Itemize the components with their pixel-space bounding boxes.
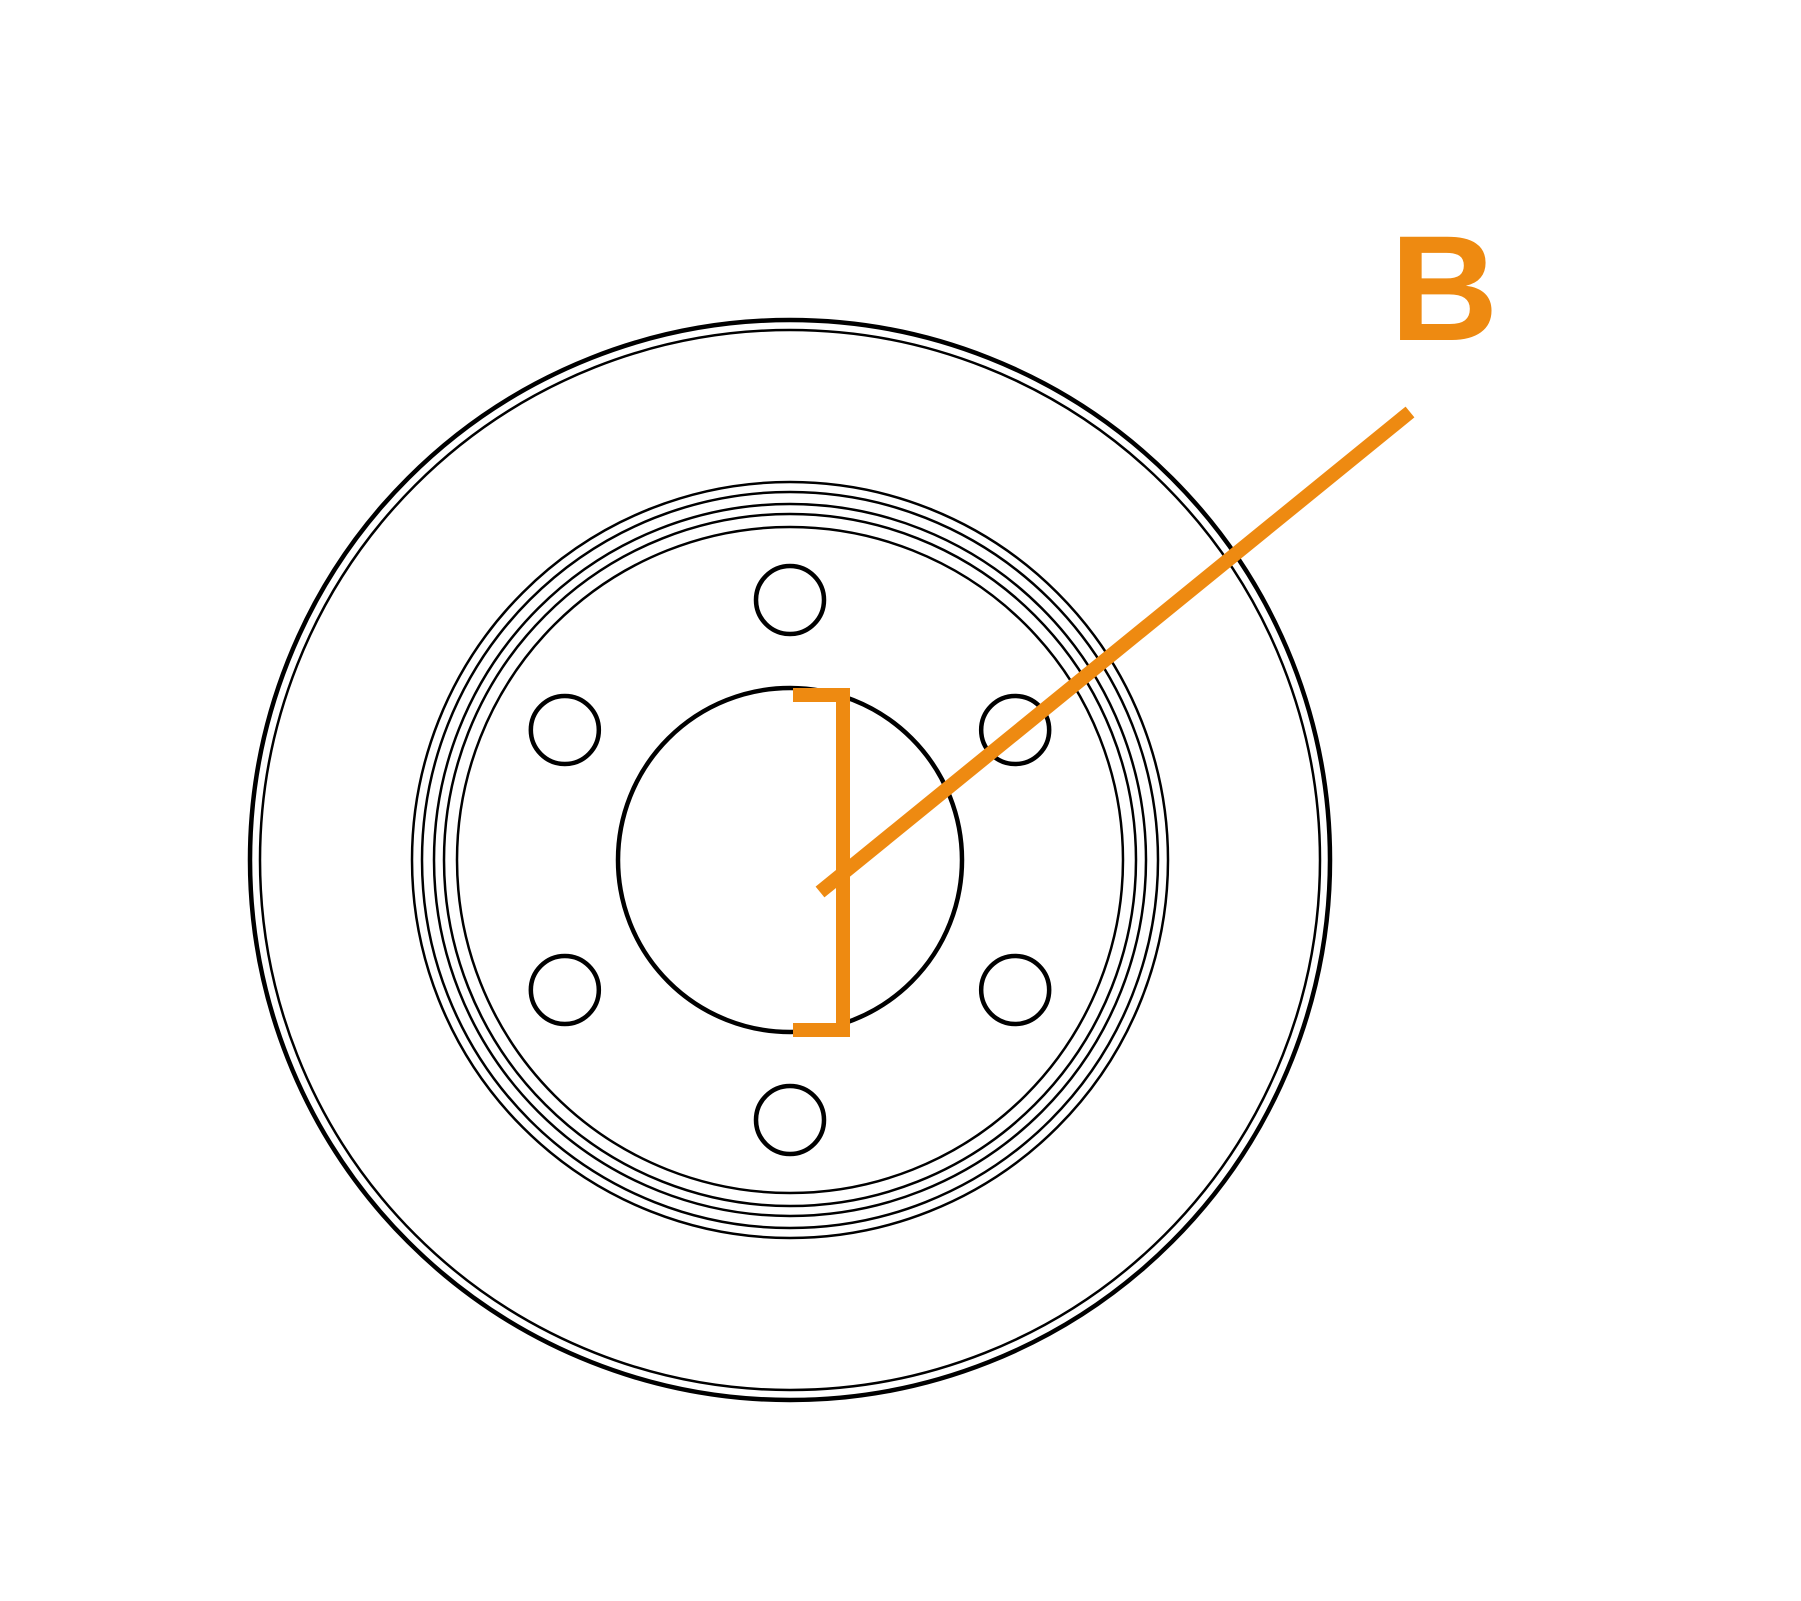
bolt-holes [531,566,1049,1154]
dimension-annotation-b: B [793,204,1498,1030]
dimension-label-b: B [1390,204,1498,372]
mid-ring-4 [444,514,1136,1206]
bolt-hole [531,696,599,764]
leader-line [820,412,1410,892]
outer-edge-inner [260,330,1320,1390]
mid-ring-1 [412,482,1168,1238]
mid-ring-2 [422,492,1158,1228]
center-bore [618,688,962,1032]
bolt-hole [531,956,599,1024]
disc-outline-group [250,320,1330,1400]
bolt-hole [756,1086,824,1154]
bolt-hole [756,566,824,634]
mid-ring-3 [434,504,1146,1216]
dimension-bracket [793,695,843,1030]
bolt-hole [981,956,1049,1024]
mid-ring-5 [457,527,1123,1193]
brake-disc-diagram: B [0,0,1801,1601]
